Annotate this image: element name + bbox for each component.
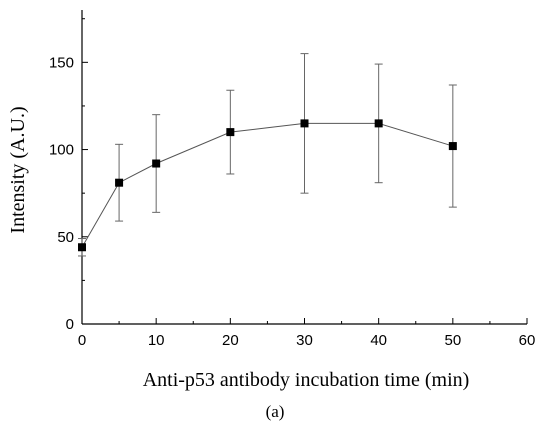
data-point bbox=[448, 142, 457, 151]
y-axis-label: Intensity (A.U.) bbox=[7, 106, 29, 233]
data-point bbox=[300, 119, 309, 128]
x-axis-label: Anti-p53 antibody incubation time (min) bbox=[143, 369, 470, 391]
y-tick-label: 150 bbox=[49, 54, 74, 71]
x-tick-label: 0 bbox=[78, 332, 86, 349]
ticks: 0 10 20 30 40 50 60 0 50 100 150 bbox=[49, 18, 536, 349]
data-point bbox=[374, 119, 383, 128]
x-tick-label: 50 bbox=[444, 332, 461, 349]
x-tick-label: 30 bbox=[296, 332, 313, 349]
series bbox=[78, 53, 457, 257]
data-point bbox=[152, 159, 161, 168]
y-tick-label: 50 bbox=[57, 229, 74, 246]
x-tick-label: 10 bbox=[148, 332, 165, 349]
y-tick-label: 100 bbox=[49, 142, 74, 159]
data-point bbox=[115, 178, 124, 187]
x-tick-label: 40 bbox=[370, 332, 387, 349]
x-tick-label: 20 bbox=[222, 332, 239, 349]
data-point bbox=[78, 243, 86, 252]
figure-caption: (a) bbox=[266, 402, 285, 421]
y-tick-label: 0 bbox=[66, 316, 74, 333]
series-line bbox=[81, 122, 453, 248]
x-tick-label: 60 bbox=[519, 332, 536, 349]
data-point bbox=[226, 128, 235, 137]
